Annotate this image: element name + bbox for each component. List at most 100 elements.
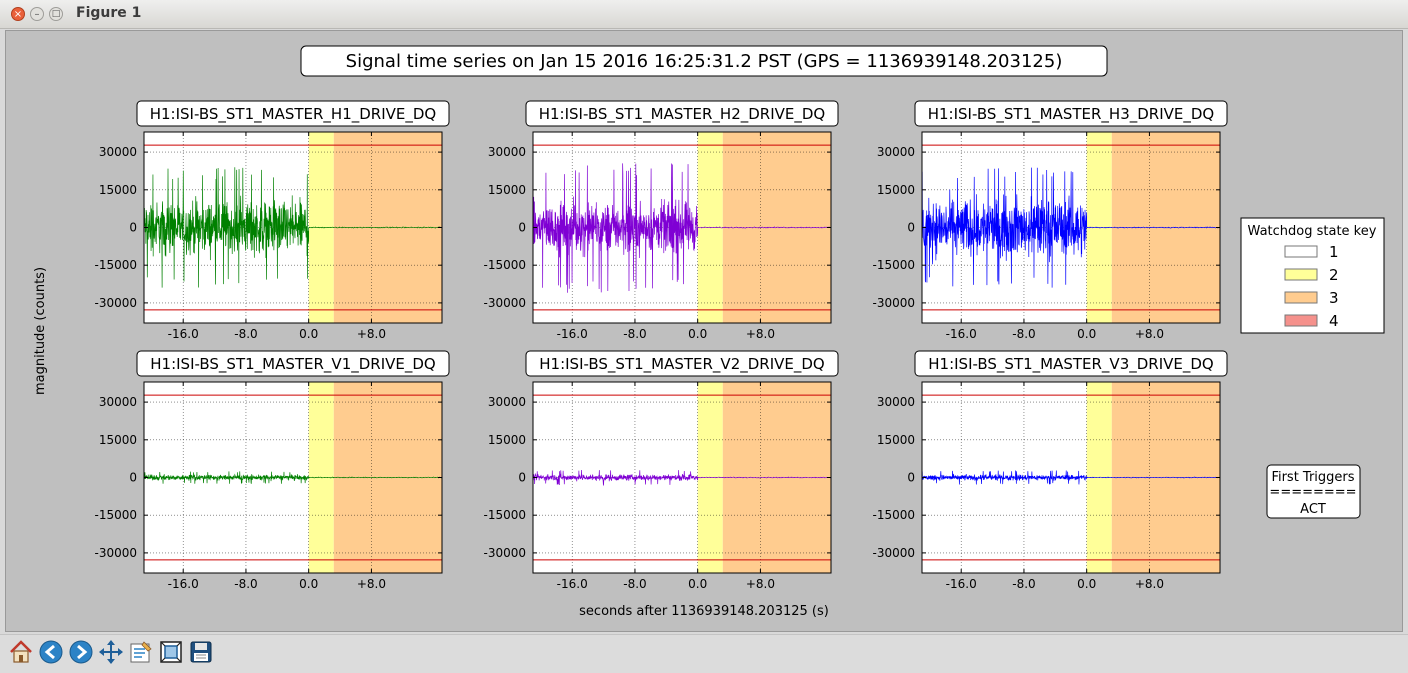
x-tick-label: -16.0 [557,327,588,341]
y-tick-label: -15000 [872,258,915,272]
x-tick-label: +8.0 [357,327,386,341]
legend-entry: 4 [1284,312,1339,330]
x-tick-label: -8.0 [623,327,646,341]
y-tick-label: -15000 [94,508,137,522]
y-tick-label: -30000 [872,296,915,310]
figure-canvas[interactable]: -16.0 -8.0 0.0 +8.0 30000 15000 0 -15000 -30000 H… [5,30,1403,632]
pan-icon[interactable] [98,639,124,665]
first-triggers-box: First Triggers ======== ACT [1266,464,1361,519]
x-tick-label: +8.0 [746,327,775,341]
y-tick-label: -15000 [94,258,137,272]
signal-trace [143,167,443,288]
x-tick-label: +8.0 [1135,577,1164,591]
x-tick-label: -8.0 [1012,327,1035,341]
window-title: Figure 1 [76,5,142,21]
subplot: -16.0 -8.0 0.0 +8.0 30000 15000 0 -15000 -30000 H… [94,350,450,591]
y-tick-label: -30000 [872,546,915,560]
zoom-rect-icon[interactable] [158,639,184,665]
suptitle: Signal time series on Jan 15 2016 16:25:… [346,51,1063,72]
subplot-title: H1:ISI-BS_ST1_MASTER_V3_DRIVE_DQ [928,355,1213,374]
subplot: -16.0 -8.0 0.0 +8.0 30000 15000 0 -15000 -30000 H… [483,100,839,341]
legend-swatch [1284,314,1318,327]
forward-icon[interactable] [68,639,94,665]
legend-label: 2 [1329,266,1339,284]
y-tick-label: 30000 [877,145,915,159]
legend-entry: 1 [1284,243,1339,261]
y-tick-label: -15000 [483,258,526,272]
x-tick-label: -8.0 [234,577,257,591]
y-tick-label: 0 [518,221,526,235]
y-tick-label: 15000 [877,183,915,197]
suptitle-box: Signal time series on Jan 15 2016 16:25:… [300,45,1108,77]
first-triggers-title: First Triggers [1271,470,1354,485]
x-tick-label: 0.0 [1077,577,1096,591]
legend-label: 1 [1329,243,1339,261]
y-tick-label: 15000 [488,183,526,197]
y-tick-label: 15000 [99,183,137,197]
signal-trace [921,470,1221,485]
home-icon[interactable] [8,639,34,665]
legend-swatch [1284,268,1318,281]
back-icon[interactable] [38,639,64,665]
legend-swatch [1284,245,1318,258]
legend-entry: 2 [1284,266,1339,284]
y-tick-label: -30000 [94,296,137,310]
x-tick-label: 0.0 [688,577,707,591]
x-tick-label: -8.0 [234,327,257,341]
subplot-title-box [914,350,1228,377]
y-tick-label: 15000 [488,433,526,447]
signal-trace [921,167,1221,288]
y-tick-label: 15000 [877,433,915,447]
close-icon[interactable]: × [11,7,25,21]
first-triggers-value: ACT [1300,502,1326,517]
signal-trace [143,471,443,484]
legend: Watchdog state key 1 2 3 4 [1240,217,1385,334]
subplot: -16.0 -8.0 0.0 +8.0 30000 15000 0 -15000 -30000 H… [872,350,1228,591]
subplot-title-box [525,100,839,127]
subplot: -16.0 -8.0 0.0 +8.0 30000 15000 0 -15000 -30000 H… [872,100,1228,341]
y-tick-label: -30000 [94,546,137,560]
x-tick-label: +8.0 [1135,327,1164,341]
subplot: -16.0 -8.0 0.0 +8.0 30000 15000 0 -15000 -30000 H… [94,100,450,341]
first-triggers-separator: ======== [1269,485,1356,500]
subplot-title: H1:ISI-BS_ST1_MASTER_V1_DRIVE_DQ [150,355,435,374]
x-tick-label: 0.0 [688,327,707,341]
y-tick-label: 0 [129,471,137,485]
x-tick-label: 0.0 [299,577,318,591]
y-tick-label: 15000 [99,433,137,447]
y-tick-label: -30000 [483,296,526,310]
x-axis-label: seconds after 1136939148.203125 (s) [579,604,829,619]
legend-label: 3 [1329,289,1339,307]
y-tick-label: -15000 [483,508,526,522]
save-icon[interactable] [188,639,214,665]
configure-subplots-icon[interactable] [128,639,154,665]
y-tick-label: 30000 [877,395,915,409]
subplot: -16.0 -8.0 0.0 +8.0 30000 15000 0 -15000 -30000 H… [483,350,839,591]
y-tick-label: -15000 [872,508,915,522]
maximize-icon[interactable]: □ [49,7,63,21]
y-tick-label: 0 [129,221,137,235]
subplot-title-box [136,100,450,127]
minimize-icon[interactable]: – [30,7,44,21]
subplot-title-box [525,350,839,377]
subplot-title-box [914,100,1228,127]
subplot-title: H1:ISI-BS_ST1_MASTER_H1_DRIVE_DQ [150,105,437,124]
legend-entry: 3 [1284,289,1339,307]
y-tick-label: 30000 [99,145,137,159]
y-tick-label: -30000 [483,546,526,560]
figure-svg: -16.0 -8.0 0.0 +8.0 30000 15000 0 -15000 -30000 H… [33,45,1385,619]
axes-layer: -16.0 -8.0 0.0 +8.0 30000 15000 0 -15000 -30000 H… [94,100,1228,591]
x-tick-label: -16.0 [946,327,977,341]
y-tick-label: 0 [518,471,526,485]
x-tick-label: -8.0 [1012,577,1035,591]
x-tick-label: +8.0 [357,577,386,591]
subplot-title: H1:ISI-BS_ST1_MASTER_H3_DRIVE_DQ [928,105,1215,124]
x-tick-label: -16.0 [946,577,977,591]
subplot-title: H1:ISI-BS_ST1_MASTER_V2_DRIVE_DQ [539,355,824,374]
x-tick-label: -16.0 [168,577,199,591]
x-tick-label: -16.0 [168,327,199,341]
x-tick-label: 0.0 [299,327,318,341]
y-axis-label: magnitude (counts) [33,267,48,395]
legend-title: Watchdog state key [1248,224,1377,239]
y-tick-label: 30000 [488,145,526,159]
